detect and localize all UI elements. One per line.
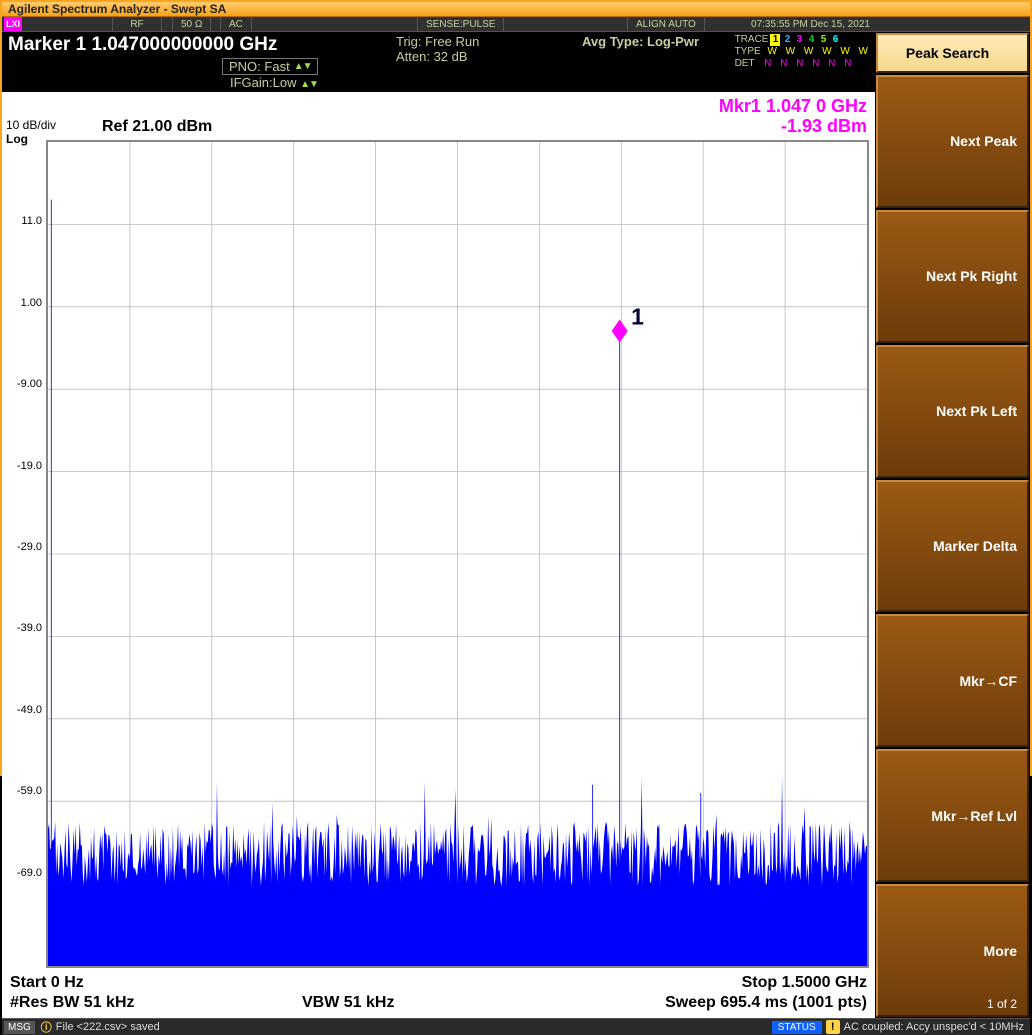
ref-level-label: Ref 21.00 dBm	[102, 118, 212, 136]
warning-icon: !	[826, 1020, 840, 1034]
lxi-badge: LXI	[4, 17, 22, 31]
window-title: Agilent Spectrum Analyzer - Swept SA	[8, 2, 226, 16]
y-scale-label: 10 dB/div	[6, 118, 56, 132]
titlebar: Agilent Spectrum Analyzer - Swept SA	[2, 2, 1030, 17]
sense-indicator: SENSE:PULSE	[417, 17, 504, 31]
info-header: Marker 1 1.047000000000 GHz PNO: Fast ▲▼…	[2, 32, 875, 92]
softkey-next-peak[interactable]: Next Peak	[876, 75, 1029, 208]
softkey-more[interactable]: More 1 of 2	[876, 884, 1029, 1017]
warning-message: AC coupled: Accy unspec'd < 10MHz	[844, 1021, 1024, 1033]
marker-readout: Mkr1 1.047 0 GHz -1.93 dBm	[719, 96, 867, 136]
y-tick-labels: 11.01.00-9.00-19.0-29.0-39.0-49.0-59.0-6…	[6, 140, 44, 954]
msg-badge: MSG	[4, 1021, 35, 1034]
top-status-strip: LXI RF 50 Ω AC SENSE:PULSE ALIGN AUTO 07…	[2, 17, 1030, 32]
softkey-next-pk-right[interactable]: Next Pk Right	[876, 210, 1029, 343]
app-window: Agilent Spectrum Analyzer - Swept SA LXI…	[0, 0, 1032, 776]
softkey-next-pk-left[interactable]: Next Pk Left	[876, 345, 1029, 478]
pno-indicator: PNO: Fast ▲▼	[222, 58, 318, 75]
spectrum-chart[interactable]: 1	[46, 140, 869, 968]
softkey-header: Peak Search	[876, 33, 1029, 73]
softkey-panel: Peak Search Next Peak Next Pk Right Next…	[875, 32, 1030, 1018]
avg-type: Avg Type: Log-Pwr	[582, 34, 699, 49]
softkey-marker-delta[interactable]: Marker Delta	[876, 480, 1029, 613]
sweep-label: Sweep 695.4 ms (1001 pts)	[665, 994, 867, 1012]
impedance-indicator: 50 Ω	[172, 17, 211, 31]
status-pill: STATUS	[772, 1021, 822, 1034]
plot-area: Mkr1 1.047 0 GHz -1.93 dBm 10 dB/div Log…	[2, 92, 875, 1018]
vbw-label: VBW 51 kHz	[302, 994, 394, 1012]
softkey-mkr-cf[interactable]: Mkr→CF	[876, 614, 1029, 747]
datetime: 07:35:55 PM Dec 15, 2021	[751, 19, 870, 30]
rbw-label: #Res BW 51 kHz	[10, 994, 135, 1012]
status-message: File <222.csv> saved	[56, 1021, 160, 1033]
rf-indicator: RF	[112, 17, 162, 31]
start-freq: Start 0 Hz	[10, 974, 84, 992]
trace-legend: TRACE 1 2 3 4 5 6 TYPE W W W W W W DET N…	[735, 34, 871, 70]
coupling-indicator: AC	[220, 17, 252, 31]
content-row: Marker 1 1.047000000000 GHz PNO: Fast ▲▼…	[2, 32, 1030, 1018]
align-indicator: ALIGN AUTO	[627, 17, 705, 31]
info-icon: ⓘ	[41, 1019, 52, 1035]
x-axis-labels: Start 0 Hz Stop 1.5000 GHz #Res BW 51 kH…	[2, 972, 875, 1018]
updown-icon: ▲▼	[300, 79, 318, 90]
status-bar: MSG ⓘ File <222.csv> saved STATUS ! AC c…	[2, 1018, 1030, 1035]
trig-info: Trig: Free Run Atten: 32 dB	[396, 34, 479, 64]
softkey-mkr-ref[interactable]: Mkr→Ref Lvl	[876, 749, 1029, 882]
updown-icon: ▲▼	[294, 61, 312, 72]
svg-text:1: 1	[631, 303, 644, 329]
stop-freq: Stop 1.5000 GHz	[742, 974, 867, 992]
ifgain-indicator: IFGain:Low ▲▼	[230, 75, 318, 90]
